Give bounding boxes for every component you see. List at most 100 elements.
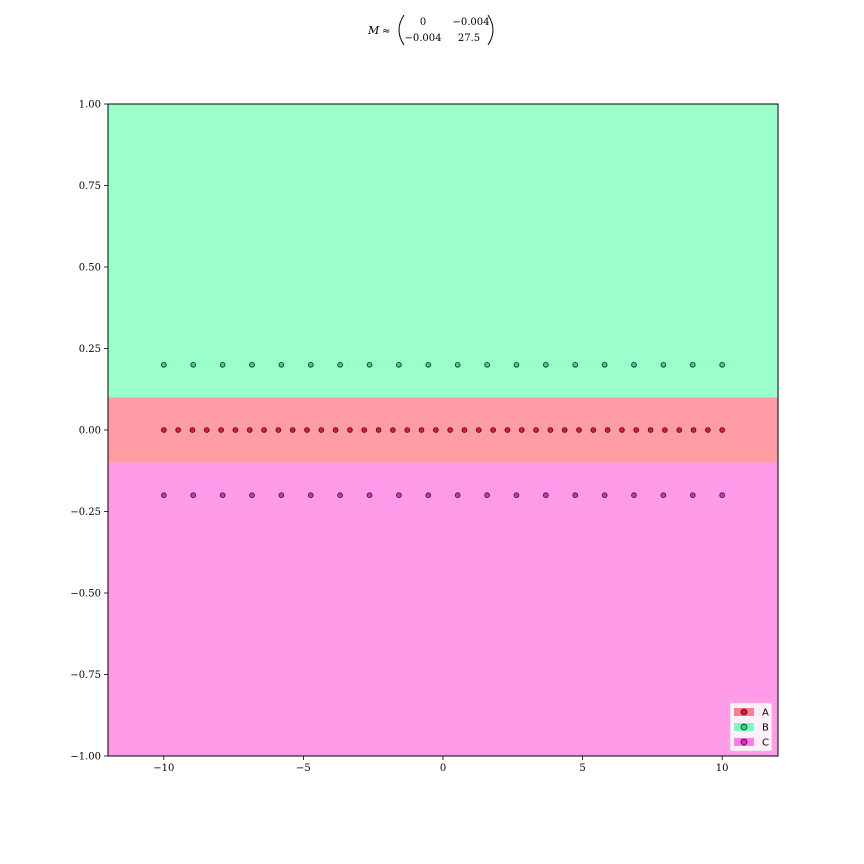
point-A (189, 427, 196, 433)
x-tick-label: −5 (296, 763, 311, 774)
point-B (396, 361, 402, 368)
point-B (660, 361, 667, 368)
point-C (572, 492, 579, 499)
x-tick-label: 5 (579, 763, 585, 774)
point-A (676, 427, 683, 433)
point-A (175, 427, 181, 433)
point-A (547, 427, 554, 433)
point-C (337, 492, 343, 499)
point-A (561, 427, 568, 433)
legend: ABC (729, 702, 773, 752)
point-B (278, 361, 285, 368)
point-C (601, 492, 608, 499)
point-A (490, 427, 496, 433)
point-B (366, 361, 373, 368)
point-A (361, 427, 368, 433)
point-A (719, 427, 725, 433)
point-C (689, 492, 696, 499)
point-C (278, 492, 285, 499)
point-A (375, 427, 382, 433)
point-A (705, 427, 711, 433)
point-C (219, 492, 226, 499)
legend-marker-C (740, 738, 748, 746)
title-matrix-12: −0.004 (452, 17, 489, 28)
point-A (275, 427, 282, 433)
y-tick-label: 0.25 (79, 344, 101, 355)
y-tick-label: 0.00 (79, 426, 101, 437)
point-A (289, 427, 296, 433)
title-matrix-11: 0 (420, 17, 426, 28)
point-B (190, 361, 197, 368)
title-left-paren (398, 14, 405, 46)
point-A (647, 427, 654, 433)
point-B (307, 361, 314, 368)
y-tick-label: −1.00 (70, 752, 101, 763)
title-right-paren (487, 14, 494, 46)
y-axis: 1.00 0.75 0.50 0.25 0.00 −0.25 −0.50 −0.75 −1.00 (70, 100, 108, 763)
title-relation: ≈ (382, 26, 390, 37)
point-B (631, 361, 637, 368)
point-A (390, 427, 396, 433)
point-A (203, 427, 210, 433)
point-A (576, 427, 582, 433)
point-B (161, 361, 167, 368)
x-tick-label: 0 (440, 763, 446, 774)
point-A (404, 427, 411, 433)
point-A (418, 427, 425, 433)
title-matrix-21: −0.004 (404, 33, 441, 44)
point-A (533, 427, 539, 433)
title-matrix-22: 27.5 (458, 33, 480, 44)
y-tick-label: −0.50 (70, 589, 101, 600)
point-A (318, 427, 325, 433)
point-C (425, 492, 432, 499)
point-A (633, 427, 640, 433)
point-B (689, 361, 696, 368)
legend-label-C: C (762, 738, 769, 749)
point-C (366, 492, 373, 499)
point-C (631, 492, 637, 499)
point-A (332, 427, 339, 433)
point-A (604, 427, 611, 433)
decision-regions (108, 104, 778, 756)
point-A (347, 427, 353, 433)
scatter-points (161, 361, 725, 499)
point-A (461, 427, 468, 433)
point-B (543, 361, 549, 368)
point-C (396, 492, 402, 499)
chart-title: M ≈ 0 −0.004 −0.004 27.5 (367, 14, 494, 46)
point-B (484, 361, 490, 368)
point-A (475, 427, 482, 433)
point-A (690, 427, 697, 433)
point-A (218, 427, 224, 433)
point-B (249, 361, 255, 368)
point-B (513, 361, 520, 368)
x-tick-label: −10 (153, 763, 174, 774)
point-A (662, 427, 668, 433)
point-A (304, 427, 310, 433)
region-C (108, 462, 778, 756)
x-tick-label: 10 (716, 763, 729, 774)
region-B (108, 104, 778, 398)
point-C (719, 492, 725, 499)
y-tick-label: 0.75 (79, 181, 101, 192)
y-tick-label: 0.50 (79, 263, 101, 274)
point-C (249, 492, 255, 499)
point-B (219, 361, 226, 368)
point-C (513, 492, 520, 499)
title-symbol: M (367, 24, 380, 37)
y-tick-label: −0.75 (70, 670, 101, 681)
point-C (484, 492, 490, 499)
point-B (337, 361, 343, 368)
point-A (504, 427, 511, 433)
point-A (261, 427, 267, 433)
point-B (572, 361, 579, 368)
point-A (161, 427, 167, 433)
point-A (619, 427, 625, 433)
point-A (518, 427, 525, 433)
y-tick-label: 1.00 (79, 100, 101, 111)
point-C (660, 492, 667, 499)
point-C (543, 492, 549, 499)
point-A (590, 427, 597, 433)
legend-marker-A (740, 708, 748, 716)
